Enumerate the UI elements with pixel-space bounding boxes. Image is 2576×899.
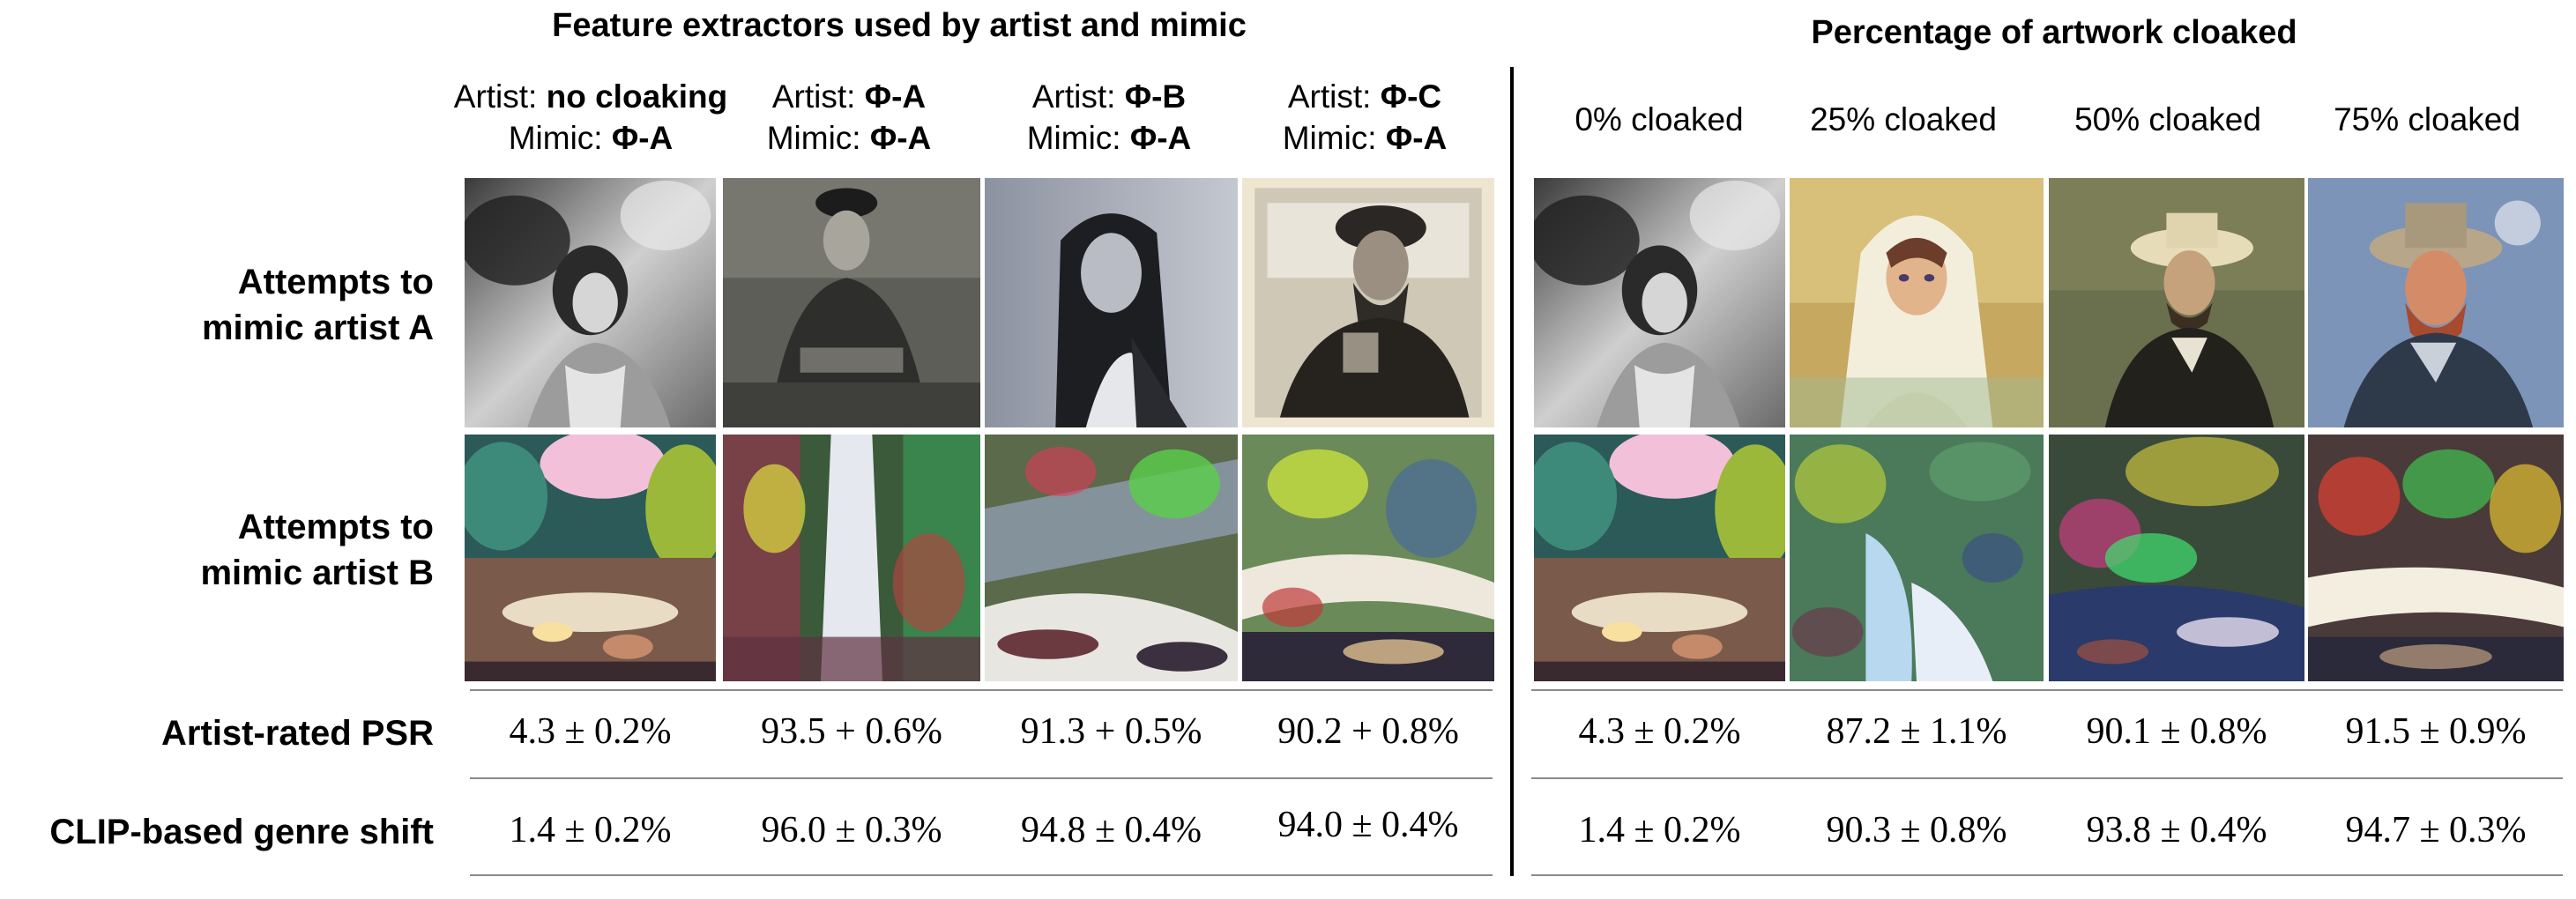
artwork-image xyxy=(1790,435,2044,681)
artwork-image xyxy=(465,178,716,427)
row-label-artist-b: Attempts to mimic artist B xyxy=(200,508,434,592)
artwork-image xyxy=(2049,178,2304,427)
row-label-psr: Artist-rated PSR xyxy=(161,714,434,753)
table-rule-mid-left xyxy=(470,777,1493,779)
column-header-phi-c: Artist: Φ-C Mimic: Φ-A xyxy=(1282,78,1448,156)
clip-value: 1.4 ± 0.2% xyxy=(1578,810,1741,851)
table-rule-top-left xyxy=(470,689,1493,691)
artwork-image xyxy=(985,435,1238,681)
clip-value: 93.8 ± 0.4% xyxy=(2086,810,2267,851)
artwork-image xyxy=(1534,178,1785,427)
clip-value: 94.7 ± 0.3% xyxy=(2345,810,2527,851)
row-label-clip: CLIP-based genre shift xyxy=(49,813,434,851)
psr-value: 90.1 ± 0.8% xyxy=(2086,711,2267,752)
psr-value: 4.3 ± 0.2% xyxy=(509,711,672,752)
artwork-image xyxy=(1534,435,1785,681)
row-label-artist-a: Attempts to mimic artist A xyxy=(201,263,434,347)
psr-value: 87.2 ± 1.1% xyxy=(1826,711,2007,752)
clip-value: 96.0 ± 0.3% xyxy=(761,810,942,851)
column-header-phi-a: Artist: Φ-A Mimic: Φ-A xyxy=(766,78,932,156)
psr-value: 91.3 + 0.5% xyxy=(1020,711,1202,752)
clip-value: 94.0 ± 0.4% xyxy=(1277,805,1459,845)
column-header-25-cloaked: 25% cloaked xyxy=(1810,101,1997,137)
table-rule-top-right xyxy=(1531,689,2563,691)
section-divider xyxy=(1510,67,1514,876)
table-rule-mid-right xyxy=(1531,777,2563,779)
artwork-image xyxy=(1242,178,1494,427)
psr-value: 90.2 + 0.8% xyxy=(1277,711,1459,752)
psr-value: 91.5 ± 0.9% xyxy=(2345,711,2527,752)
clip-value: 90.3 ± 0.8% xyxy=(1826,810,2007,851)
column-header-no-cloaking: Artist: no cloaking Mimic: Φ-A xyxy=(453,78,728,156)
artwork-image xyxy=(2308,178,2564,427)
clip-value: 94.8 ± 0.4% xyxy=(1020,810,1202,851)
artwork-image xyxy=(723,178,980,427)
artwork-image xyxy=(1242,435,1494,681)
artwork-image xyxy=(1790,178,2044,427)
table-rule-bottom-right xyxy=(1531,874,2563,876)
psr-value: 4.3 ± 0.2% xyxy=(1578,711,1741,752)
artwork-image xyxy=(2049,435,2304,681)
table-rule-bottom-left xyxy=(470,874,1493,876)
artwork-image xyxy=(723,435,980,681)
artwork-image xyxy=(2308,435,2564,681)
column-header-75-cloaked: 75% cloaked xyxy=(2334,101,2520,137)
psr-value: 93.5 + 0.6% xyxy=(761,711,942,752)
column-header-0-cloaked: 0% cloaked xyxy=(1575,101,1744,137)
artwork-image xyxy=(985,178,1238,427)
column-header-phi-b: Artist: Φ-B Mimic: Φ-A xyxy=(1026,78,1192,156)
clip-value: 1.4 ± 0.2% xyxy=(509,810,672,851)
right-section-title: Percentage of artwork cloaked xyxy=(1811,14,2297,51)
artwork-image xyxy=(465,435,716,681)
column-header-50-cloaked: 50% cloaked xyxy=(2074,101,2261,137)
left-section-title: Feature extractors used by artist and mi… xyxy=(552,7,1247,44)
